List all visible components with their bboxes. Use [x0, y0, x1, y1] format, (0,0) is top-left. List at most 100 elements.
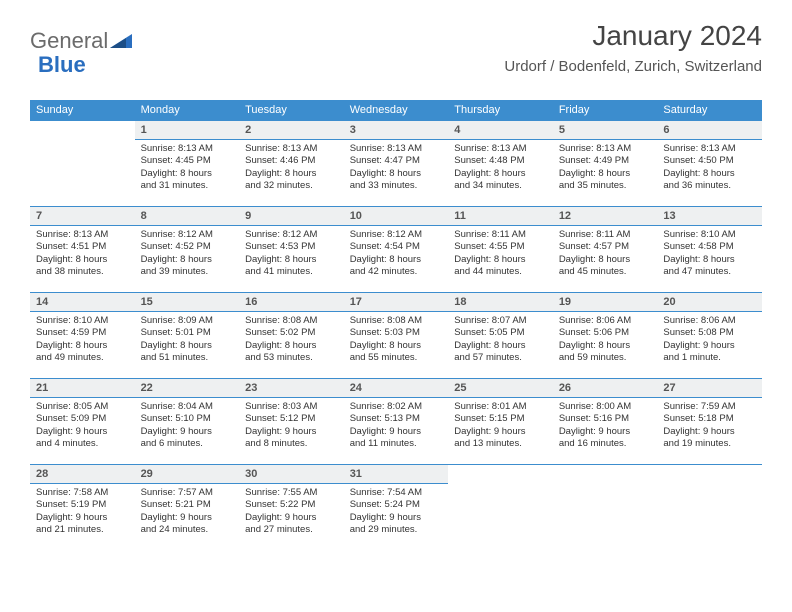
sunset-text: Sunset: 4:48 PM	[454, 155, 547, 167]
calendar-day-cell: 29Sunrise: 7:57 AMSunset: 5:21 PMDayligh…	[135, 465, 240, 551]
page-subtitle: Urdorf / Bodenfeld, Zurich, Switzerland	[504, 58, 762, 75]
daylight-text-2: and 36 minutes.	[663, 180, 756, 192]
calendar-day-cell: 21Sunrise: 8:05 AMSunset: 5:09 PMDayligh…	[30, 379, 135, 465]
daylight-text-2: and 31 minutes.	[141, 180, 234, 192]
day-number: 11	[448, 207, 553, 226]
sunset-text: Sunset: 5:05 PM	[454, 327, 547, 339]
daylight-text-1: Daylight: 9 hours	[245, 426, 338, 438]
calendar-day-cell: 25Sunrise: 8:01 AMSunset: 5:15 PMDayligh…	[448, 379, 553, 465]
calendar-day-cell: 20Sunrise: 8:06 AMSunset: 5:08 PMDayligh…	[657, 293, 762, 379]
day-number: 14	[30, 293, 135, 312]
calendar-day-cell	[553, 465, 658, 551]
day-number: 6	[657, 121, 762, 140]
sunset-text: Sunset: 4:46 PM	[245, 155, 338, 167]
calendar-day-cell: 7Sunrise: 8:13 AMSunset: 4:51 PMDaylight…	[30, 207, 135, 293]
daylight-text-2: and 53 minutes.	[245, 352, 338, 364]
daylight-text-2: and 29 minutes.	[350, 524, 443, 536]
day-details: Sunrise: 8:06 AMSunset: 5:08 PMDaylight:…	[657, 312, 762, 369]
daylight-text-1: Daylight: 8 hours	[141, 340, 234, 352]
calendar-day-cell: 22Sunrise: 8:04 AMSunset: 5:10 PMDayligh…	[135, 379, 240, 465]
sunset-text: Sunset: 4:53 PM	[245, 241, 338, 253]
daylight-text-2: and 4 minutes.	[36, 438, 129, 450]
daylight-text-2: and 44 minutes.	[454, 266, 547, 278]
sunrise-text: Sunrise: 8:13 AM	[663, 143, 756, 155]
sunset-text: Sunset: 5:06 PM	[559, 327, 652, 339]
calendar-week-row: 7Sunrise: 8:13 AMSunset: 4:51 PMDaylight…	[30, 207, 762, 293]
sunrise-text: Sunrise: 8:12 AM	[141, 229, 234, 241]
calendar-day-cell: 28Sunrise: 7:58 AMSunset: 5:19 PMDayligh…	[30, 465, 135, 551]
sunrise-text: Sunrise: 8:11 AM	[559, 229, 652, 241]
day-number: 5	[553, 121, 658, 140]
daylight-text-1: Daylight: 8 hours	[559, 254, 652, 266]
daylight-text-2: and 27 minutes.	[245, 524, 338, 536]
day-details: Sunrise: 8:13 AMSunset: 4:49 PMDaylight:…	[553, 140, 658, 197]
sunset-text: Sunset: 5:03 PM	[350, 327, 443, 339]
calendar-day-cell: 31Sunrise: 7:54 AMSunset: 5:24 PMDayligh…	[344, 465, 449, 551]
sunrise-text: Sunrise: 8:12 AM	[350, 229, 443, 241]
day-number: 26	[553, 379, 658, 398]
sunset-text: Sunset: 5:10 PM	[141, 413, 234, 425]
daylight-text-2: and 47 minutes.	[663, 266, 756, 278]
daylight-text-1: Daylight: 8 hours	[559, 340, 652, 352]
day-details: Sunrise: 8:01 AMSunset: 5:15 PMDaylight:…	[448, 398, 553, 455]
day-number: 28	[30, 465, 135, 484]
day-number: 17	[344, 293, 449, 312]
day-number: 25	[448, 379, 553, 398]
weekday-header: Thursday	[448, 100, 553, 121]
sunrise-text: Sunrise: 7:58 AM	[36, 487, 129, 499]
daylight-text-2: and 11 minutes.	[350, 438, 443, 450]
day-number: 2	[239, 121, 344, 140]
day-details: Sunrise: 8:11 AMSunset: 4:57 PMDaylight:…	[553, 226, 658, 283]
weekday-header: Tuesday	[239, 100, 344, 121]
sunrise-text: Sunrise: 8:13 AM	[141, 143, 234, 155]
daylight-text-2: and 42 minutes.	[350, 266, 443, 278]
day-details: Sunrise: 8:05 AMSunset: 5:09 PMDaylight:…	[30, 398, 135, 455]
daylight-text-2: and 51 minutes.	[141, 352, 234, 364]
weekday-header: Sunday	[30, 100, 135, 121]
day-number: 10	[344, 207, 449, 226]
daylight-text-1: Daylight: 8 hours	[141, 254, 234, 266]
day-details: Sunrise: 8:07 AMSunset: 5:05 PMDaylight:…	[448, 312, 553, 369]
daylight-text-1: Daylight: 9 hours	[36, 426, 129, 438]
weekday-header: Monday	[135, 100, 240, 121]
sunrise-text: Sunrise: 8:10 AM	[663, 229, 756, 241]
sunset-text: Sunset: 5:13 PM	[350, 413, 443, 425]
daylight-text-1: Daylight: 9 hours	[141, 512, 234, 524]
day-details: Sunrise: 8:13 AMSunset: 4:45 PMDaylight:…	[135, 140, 240, 197]
sunset-text: Sunset: 4:45 PM	[141, 155, 234, 167]
sunset-text: Sunset: 5:16 PM	[559, 413, 652, 425]
day-details: Sunrise: 7:54 AMSunset: 5:24 PMDaylight:…	[344, 484, 449, 541]
daylight-text-1: Daylight: 8 hours	[454, 340, 547, 352]
daylight-text-2: and 8 minutes.	[245, 438, 338, 450]
day-number: 18	[448, 293, 553, 312]
calendar-day-cell: 14Sunrise: 8:10 AMSunset: 4:59 PMDayligh…	[30, 293, 135, 379]
sunset-text: Sunset: 4:49 PM	[559, 155, 652, 167]
sunrise-text: Sunrise: 8:06 AM	[663, 315, 756, 327]
day-details: Sunrise: 7:58 AMSunset: 5:19 PMDaylight:…	[30, 484, 135, 541]
day-details: Sunrise: 8:04 AMSunset: 5:10 PMDaylight:…	[135, 398, 240, 455]
sunset-text: Sunset: 4:59 PM	[36, 327, 129, 339]
sunset-text: Sunset: 5:15 PM	[454, 413, 547, 425]
day-number: 20	[657, 293, 762, 312]
logo-text-2: Blue	[38, 52, 86, 78]
sunrise-text: Sunrise: 8:04 AM	[141, 401, 234, 413]
daylight-text-1: Daylight: 8 hours	[245, 254, 338, 266]
sunrise-text: Sunrise: 8:09 AM	[141, 315, 234, 327]
day-details: Sunrise: 8:08 AMSunset: 5:02 PMDaylight:…	[239, 312, 344, 369]
day-details: Sunrise: 7:59 AMSunset: 5:18 PMDaylight:…	[657, 398, 762, 455]
sunrise-text: Sunrise: 8:13 AM	[36, 229, 129, 241]
sunset-text: Sunset: 5:12 PM	[245, 413, 338, 425]
calendar-day-cell: 6Sunrise: 8:13 AMSunset: 4:50 PMDaylight…	[657, 121, 762, 207]
day-details: Sunrise: 8:06 AMSunset: 5:06 PMDaylight:…	[553, 312, 658, 369]
weekday-header-row: Sunday Monday Tuesday Wednesday Thursday…	[30, 100, 762, 121]
sunset-text: Sunset: 4:51 PM	[36, 241, 129, 253]
weekday-header: Wednesday	[344, 100, 449, 121]
sunrise-text: Sunrise: 8:13 AM	[559, 143, 652, 155]
day-number: 21	[30, 379, 135, 398]
day-details: Sunrise: 7:55 AMSunset: 5:22 PMDaylight:…	[239, 484, 344, 541]
day-number: 31	[344, 465, 449, 484]
day-details: Sunrise: 8:11 AMSunset: 4:55 PMDaylight:…	[448, 226, 553, 283]
sunrise-text: Sunrise: 8:02 AM	[350, 401, 443, 413]
daylight-text-1: Daylight: 8 hours	[350, 340, 443, 352]
daylight-text-2: and 39 minutes.	[141, 266, 234, 278]
